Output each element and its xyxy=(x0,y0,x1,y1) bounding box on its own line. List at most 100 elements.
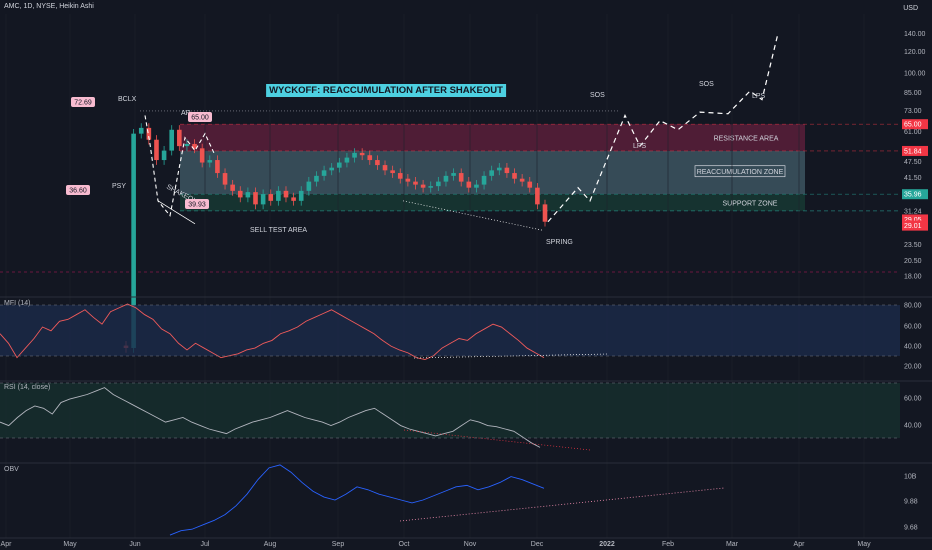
candle-body xyxy=(443,175,449,182)
candle-body xyxy=(420,184,426,188)
candle-body xyxy=(466,181,472,188)
candle-body xyxy=(428,186,434,188)
y-tick-label: 41.50 xyxy=(904,175,922,182)
candle-body xyxy=(405,178,411,182)
rsi-title: RSI (14, close) xyxy=(4,384,50,391)
candle-body xyxy=(161,150,167,161)
annotation-label: SPRING xyxy=(546,239,573,246)
zone-label: SUPPORT ZONE xyxy=(723,201,778,208)
candle-body xyxy=(199,148,205,163)
y-tick-label: 85.00 xyxy=(904,90,922,97)
candle-body xyxy=(253,192,258,205)
price-tag xyxy=(902,220,928,231)
rsi-y-tick: 60.00 xyxy=(904,396,922,403)
x-tick-label: Mar xyxy=(726,541,739,548)
y-tick-label: 18.00 xyxy=(904,274,922,281)
zone-label: REACCUMULATION ZONE xyxy=(697,169,784,176)
y-tick-label: 20.50 xyxy=(904,258,922,265)
candle-body xyxy=(314,175,319,182)
candle-body xyxy=(474,184,479,188)
candle-body xyxy=(375,160,380,166)
price-callout xyxy=(188,112,212,122)
obv-y-tick: 10B xyxy=(904,474,917,481)
candle-body xyxy=(230,184,235,191)
currency-label: USD xyxy=(903,5,918,12)
y-tick-label: 140.00 xyxy=(904,31,926,38)
candle-body xyxy=(489,170,494,176)
candle-body xyxy=(329,167,334,171)
annotation-label: LPS xyxy=(633,143,647,150)
candle-body xyxy=(496,167,502,171)
price-callout-label: 36.60 xyxy=(69,188,87,195)
candle-body xyxy=(542,204,548,222)
chart-title-box xyxy=(266,84,507,97)
price-tag-label: 29.05 xyxy=(904,217,922,224)
shakeout-path xyxy=(144,115,216,217)
y-tick-label: 100.00 xyxy=(904,71,926,78)
annotation-label: SOS xyxy=(590,92,605,99)
candle-body xyxy=(154,139,159,161)
mfi-title: MFI (14) xyxy=(4,300,30,307)
y-tick-label: 23.50 xyxy=(904,242,922,249)
price-callout xyxy=(185,199,209,209)
obv-trendline xyxy=(399,487,725,522)
symbol-header: AMC, 1D, NYSE, Heikin Ashi xyxy=(4,3,94,10)
price-callout-label: 39.93 xyxy=(188,202,206,209)
price-callout-label: 65.00 xyxy=(191,115,209,122)
x-tick-label: May xyxy=(857,541,871,548)
x-tick-label: Jul xyxy=(201,541,210,548)
rsi-band xyxy=(0,383,900,438)
price-tag xyxy=(902,145,928,156)
price-tag-label: 35.96 xyxy=(904,192,922,199)
candle-body xyxy=(436,181,441,187)
obv-y-tick: 9.88 xyxy=(904,499,918,506)
candle-body xyxy=(352,152,357,158)
price-tag xyxy=(902,189,928,200)
candle-body xyxy=(283,190,289,198)
annotation-label: LPS xyxy=(752,93,766,100)
y-tick-label: 120.00 xyxy=(904,49,926,56)
candle-body xyxy=(207,160,213,163)
annotation-label: PSY xyxy=(112,183,126,190)
y-tick-label: 47.50 xyxy=(904,159,922,166)
y-tick-label: 73.00 xyxy=(904,108,922,115)
candle-body xyxy=(413,181,418,185)
price-callout-label: 72.69 xyxy=(74,100,92,107)
zone-label-box xyxy=(694,165,786,178)
candle-body xyxy=(268,194,274,201)
candle-body xyxy=(451,173,456,176)
price-tag xyxy=(902,119,928,130)
obv-title: OBV xyxy=(4,466,19,473)
price-tag xyxy=(902,214,928,225)
candle-body xyxy=(382,165,388,171)
candle-body xyxy=(337,162,342,168)
mfi-y-tick: 60.00 xyxy=(904,324,922,331)
candle-body xyxy=(237,190,243,198)
candle-body xyxy=(146,127,152,140)
candle-body xyxy=(458,173,464,182)
mfi-band xyxy=(0,305,900,356)
candle-body xyxy=(367,155,373,161)
annotation-label: AR xyxy=(181,110,191,117)
candle-body xyxy=(359,152,365,156)
candle-body xyxy=(131,133,136,348)
candle-body xyxy=(535,187,540,205)
annotation-label: BCLX xyxy=(118,96,137,103)
candle-body xyxy=(192,143,197,149)
candle-body xyxy=(169,129,175,151)
candle-body xyxy=(138,127,144,134)
y-tick-label: 31.24 xyxy=(904,208,922,215)
x-tick-label: Dec xyxy=(531,541,544,548)
rsi-trendline xyxy=(403,429,591,451)
x-tick-label: Oct xyxy=(399,541,410,548)
mfi-y-tick: 40.00 xyxy=(904,344,922,351)
candle-body xyxy=(260,194,266,205)
candle-body xyxy=(306,181,312,191)
x-tick-label: 2022 xyxy=(599,541,615,548)
shakeout-arrow xyxy=(157,200,196,225)
y-tick-label: 61.00 xyxy=(904,129,922,136)
candle-body xyxy=(245,192,251,198)
x-tick-label: Apr xyxy=(794,541,806,548)
candle-body xyxy=(276,190,281,201)
